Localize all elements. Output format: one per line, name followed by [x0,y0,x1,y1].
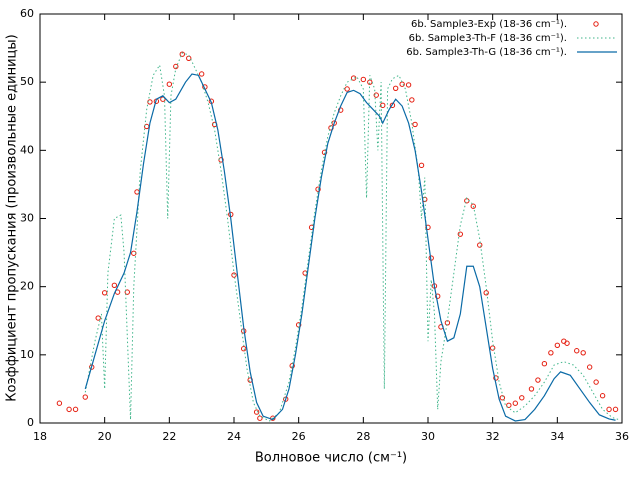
y-tick-label: 60 [20,7,34,20]
data-point [283,396,289,402]
data-point [198,71,205,77]
data-point [493,375,499,381]
data-point [470,203,476,209]
data-point [554,342,561,348]
data-point [66,406,72,413]
data-line [84,73,616,422]
data-point [360,76,367,83]
data-point [457,231,464,237]
data-point [535,377,541,383]
y-tick-label: 0 [27,416,34,429]
legend-label: 6b. Sample3-Th-F (18-36 cm⁻¹). [409,33,567,44]
data-point [179,51,185,57]
y-tick-label: 20 [20,280,34,293]
data-point [241,345,247,352]
x-tick-label: 36 [615,430,629,443]
data-point [506,402,512,408]
data-point [331,120,337,126]
data-point [564,340,570,346]
data-point [418,162,425,169]
data-point [399,81,405,87]
x-tick-label: 34 [550,430,564,443]
data-point [56,400,63,406]
x-tick-label: 18 [33,430,47,443]
x-tick-label: 32 [486,430,500,443]
data-point [166,81,173,87]
data-point [409,97,415,103]
data-point [412,121,418,128]
data-point [548,350,554,356]
data-point [606,406,612,413]
data-point [489,345,496,351]
data-point [124,289,131,295]
data-point [72,406,79,413]
data-point [373,92,379,98]
data-line [84,52,619,422]
data-point [519,395,525,401]
data-point [338,107,344,113]
data-point [392,85,399,92]
data-point [101,290,108,296]
data-point [405,82,412,88]
data-point [380,102,386,109]
data-point [483,290,489,296]
y-axis-label: Коэффициент пропускания (произвольные ед… [5,34,20,401]
x-tick-label: 28 [356,430,370,443]
data-point [541,360,548,367]
data-point [574,348,580,354]
x-tick-label: 20 [98,430,112,443]
data-point [315,186,321,192]
data-point [186,55,192,62]
data-point [599,393,606,399]
y-tick-label: 50 [20,75,34,88]
y-tick-label: 30 [20,212,34,225]
x-tick-label: 22 [162,430,176,443]
data-point [580,350,586,356]
legend-label: 6b. Sample3-Th-G (18-36 cm⁻¹). [406,47,567,58]
legend-label: 6b. Sample3-Exp (18-36 cm⁻¹). [411,19,567,30]
x-tick-label: 24 [227,430,241,443]
x-tick-label: 26 [292,430,306,443]
data-point [528,386,535,392]
data-point [389,102,396,109]
data-point [350,75,357,81]
data-point [160,96,166,102]
data-point [231,272,237,278]
data-point [257,415,263,421]
data-point [435,293,441,299]
plot-frame [39,13,623,424]
data-point [344,86,350,92]
data-point [321,149,328,156]
data-point [173,63,179,70]
data-point [95,315,101,321]
data-point [111,282,118,289]
data-point [82,394,88,400]
data-point [586,364,593,370]
y-tick-label: 40 [20,143,34,156]
data-point [253,409,260,415]
data-point [612,406,619,413]
data-point [593,379,599,385]
data-point [499,395,506,401]
x-axis-label: Волновое число (см⁻¹) [255,451,407,466]
data-point [512,400,518,406]
x-tick-label: 30 [421,430,435,443]
y-tick-label: 10 [20,348,34,361]
data-point [425,224,431,231]
legend-marker [593,21,599,27]
data-point [477,242,483,248]
